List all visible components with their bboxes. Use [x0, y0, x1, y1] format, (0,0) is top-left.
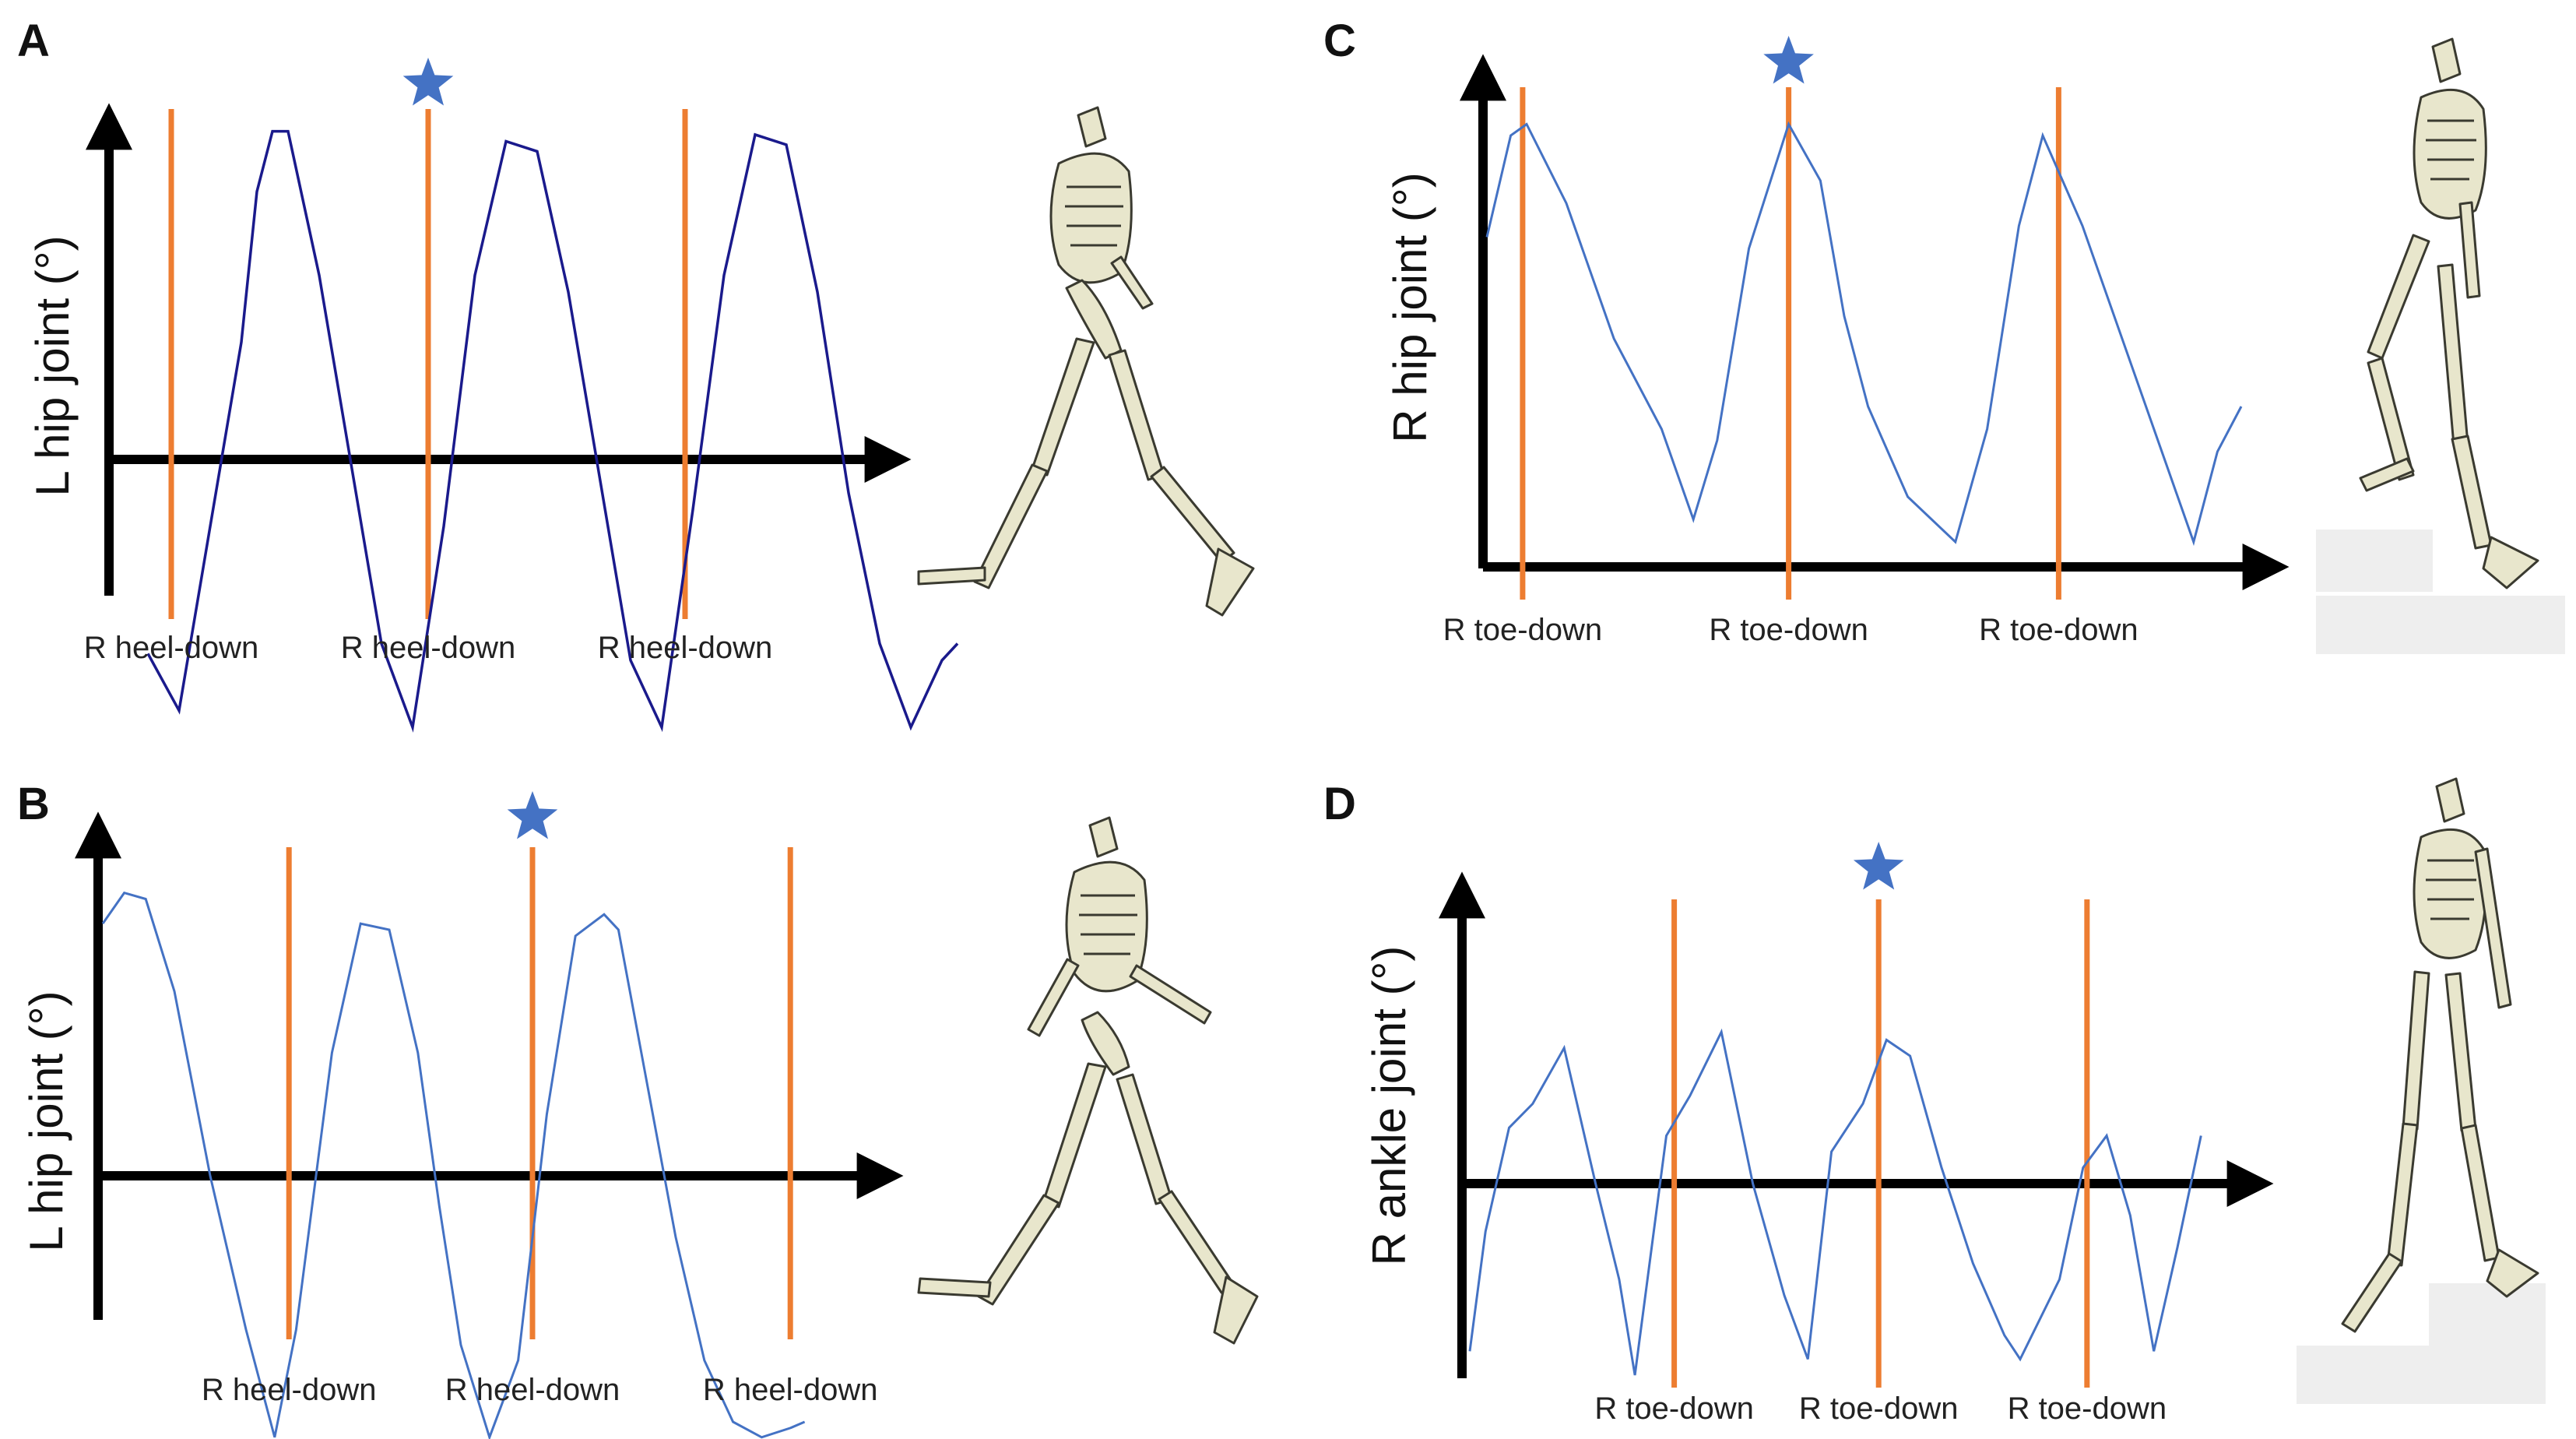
panel-letter-a: A	[17, 16, 50, 66]
series-line	[146, 129, 959, 733]
skeleton-illustration-stairs-d	[2341, 777, 2539, 1333]
event-label: R toe-down	[1709, 613, 1868, 647]
event-label: R heel-down	[703, 1373, 878, 1407]
stair-step-upper	[2316, 530, 2433, 592]
event-label: R toe-down	[1979, 613, 2138, 647]
event-labels: R toe-down R toe-down R toe-down	[1443, 36, 2138, 647]
event-label: R heel-down	[84, 631, 259, 665]
event-label: R toe-down	[1443, 613, 1603, 647]
event-markers	[286, 847, 793, 1339]
panel-c: C R hip joint (°) R toe-down R toe-down R …	[1323, 16, 2290, 647]
panel-a: A L hip joint (°) R heel-down R heel-down…	[17, 16, 959, 733]
event-label: R heel-down	[202, 1373, 377, 1407]
event-label: R toe-down	[2008, 1392, 2167, 1426]
panel-letter-d: D	[1323, 779, 1356, 829]
y-axis-label: R ankle joint (°)	[1363, 946, 1415, 1266]
event-labels: R heel-down R heel-down R heel-down	[202, 791, 878, 1407]
star-icon	[507, 791, 558, 839]
panel-d: D R ankle joint (°) R toe-down R toe-down…	[1323, 779, 2274, 1426]
event-markers	[168, 109, 688, 619]
event-markers	[1671, 899, 2090, 1388]
panel-letter-c: C	[1323, 16, 1356, 66]
y-axis-label: L hip joint (°)	[20, 990, 72, 1251]
series-line	[101, 891, 806, 1439]
skeleton-illustration-walking-a	[917, 106, 1255, 617]
series-line	[1468, 1028, 2202, 1376]
stair-step-upper	[2429, 1283, 2546, 1346]
event-label: R toe-down	[1594, 1392, 1754, 1426]
stair-step-lower	[2297, 1346, 2546, 1404]
skeleton-illustration-stairs-c	[2359, 37, 2539, 589]
star-icon	[1763, 36, 1814, 84]
y-axis-label: L hip joint (°)	[26, 235, 79, 496]
y-axis-label: R hip joint (°)	[1384, 172, 1436, 442]
star-icon	[1853, 842, 1904, 890]
star-icon	[402, 58, 454, 106]
event-label: R heel-down	[445, 1373, 620, 1407]
panel-b: B L hip joint (°) R heel-down R heel-down…	[17, 779, 904, 1439]
event-markers	[1520, 87, 2061, 600]
panel-letter-b: B	[17, 779, 50, 829]
event-labels: R heel-down R heel-down R heel-down	[84, 58, 773, 665]
event-label: R heel-down	[341, 631, 516, 665]
event-label: R toe-down	[1799, 1392, 1959, 1426]
event-labels: R toe-down R toe-down R toe-down	[1594, 842, 2167, 1426]
skeleton-illustration-walking-b	[917, 816, 1259, 1345]
event-label: R heel-down	[598, 631, 773, 665]
stair-step-lower	[2316, 596, 2565, 654]
series-line	[1485, 121, 2243, 547]
